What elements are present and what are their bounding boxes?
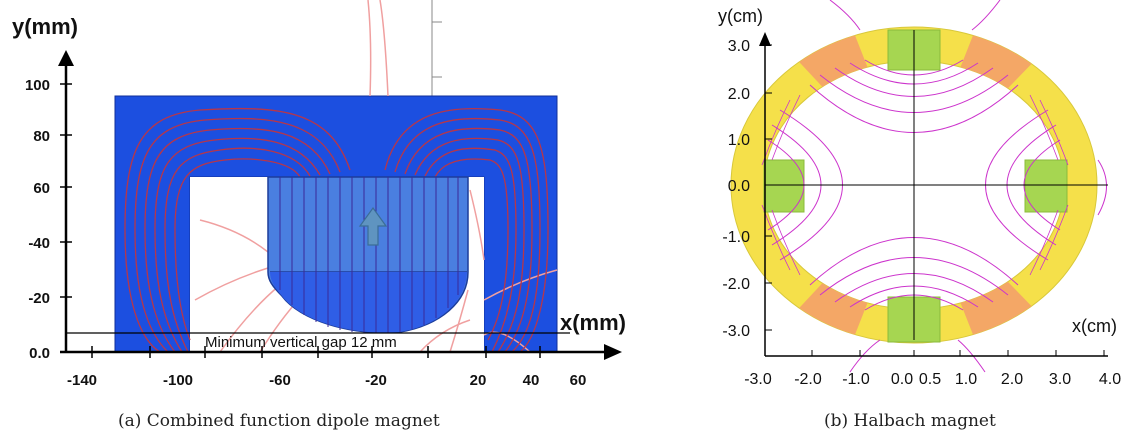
x-tick-label: 20	[470, 372, 487, 389]
y-axis-arrow-icon	[759, 32, 771, 46]
gap-annotation: Minimum vertical gap 12 mm	[205, 334, 397, 351]
halbach-block-right	[1024, 159, 1068, 213]
dipole-magnet-figure: y(mm) x(mm) Minimum vertical gap 12 mm 1…	[12, 0, 626, 431]
x-tick-label: 40	[523, 372, 540, 389]
y-tick-marks	[765, 44, 772, 331]
x-tick-label: -100	[163, 372, 193, 389]
y-tick-label: -1.0	[722, 229, 750, 246]
x-axis-label: x(mm)	[560, 310, 626, 335]
y-tick-label: -40	[28, 235, 50, 252]
figure-caption: (a) Combined function dipole magnet	[118, 411, 440, 431]
x-tick-label: -3.0	[744, 371, 772, 388]
y-tick-label: 2.0	[728, 86, 750, 103]
y-axis-label: y(mm)	[12, 14, 78, 39]
x-tick-label: 60	[570, 372, 587, 389]
x-tick-label: 1.0	[955, 371, 977, 388]
y-axis-arrow-icon	[58, 50, 74, 66]
y-tick-label: 100	[25, 77, 50, 94]
y-tick-label: 0.0	[29, 345, 50, 362]
x-tick-label: -20	[365, 372, 387, 389]
x-tick-marks	[91, 346, 541, 358]
figure-caption: (b) Halbach magnet	[824, 411, 996, 431]
halbach-magnet-diagram: y(cm) x(cm) 3.0 2.0 1.0 0.0 -1.0 -2.0 -3…	[718, 0, 1121, 388]
x-tick-label: -2.0	[794, 371, 822, 388]
y-tick-label: -20	[28, 290, 50, 307]
y-tick-label: -2.0	[722, 276, 750, 293]
x-tick-label: 0.0	[891, 371, 913, 388]
y-tick-label: -3.0	[722, 323, 750, 340]
y-tick-label: 3.0	[728, 38, 750, 55]
dipole-magnet-diagram: y(mm) x(mm) Minimum vertical gap 12 mm 1…	[12, 0, 626, 389]
x-tick-label: -140	[67, 372, 97, 389]
pole-field-lines	[279, 177, 459, 333]
x-tick-label: -60	[269, 372, 291, 389]
x-tick-label: 0.5	[919, 371, 941, 388]
y-tick-label: 80	[33, 128, 50, 145]
halbach-magnet-figure: y(cm) x(cm) 3.0 2.0 1.0 0.0 -1.0 -2.0 -3…	[700, 0, 1140, 442]
y-tick-label: 60	[33, 180, 50, 197]
x-tick-label: 3.0	[1049, 371, 1071, 388]
y-tick-label: 1.0	[728, 132, 750, 149]
y-tick-marks	[60, 83, 72, 298]
magnetization-arrow-icon	[358, 206, 388, 246]
halbach-block-left	[763, 159, 805, 213]
x-axis-arrow-icon	[604, 344, 622, 360]
x-tick-label: 2.0	[1001, 371, 1023, 388]
x-tick-label: 4.0	[1099, 371, 1121, 388]
x-tick-label: -1.0	[842, 371, 870, 388]
pole-tip	[270, 272, 467, 333]
y-axis-label: y(cm)	[718, 6, 763, 26]
yoke-field-lines	[124, 107, 549, 353]
x-axis-label: x(cm)	[1072, 316, 1117, 336]
x-tick-marks	[764, 350, 1105, 356]
y-tick-label: 0.0	[728, 178, 750, 195]
